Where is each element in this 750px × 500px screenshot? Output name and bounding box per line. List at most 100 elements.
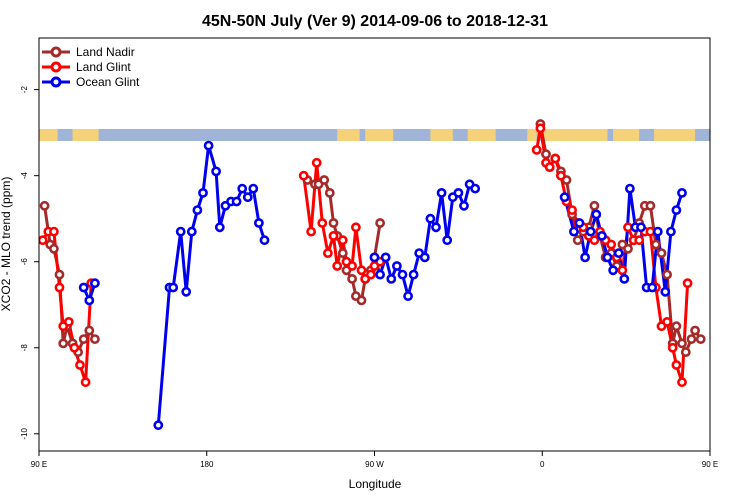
legend-item-ocean-glint: Ocean Glint — [42, 75, 140, 89]
data-point-land-glint — [311, 157, 322, 168]
data-point-ocean-glint — [237, 183, 248, 194]
series-line-land-glint — [41, 230, 93, 384]
data-point-ocean-glint — [186, 226, 197, 237]
data-point-land-glint — [75, 360, 85, 370]
strip-ocean-band — [452, 129, 468, 141]
legend-swatch-marker — [50, 46, 62, 58]
data-point-ocean-glint — [425, 213, 436, 224]
data-point-ocean-glint — [660, 286, 671, 297]
data-point-ocean-glint — [375, 269, 385, 280]
legend-label: Land Nadir — [76, 45, 135, 59]
data-point-land-glint — [356, 265, 367, 276]
data-point-ocean-glint — [453, 187, 464, 198]
data-point-ocean-glint — [84, 295, 95, 306]
data-point-land-glint — [544, 162, 555, 172]
x-axis-title: Longitude — [349, 477, 402, 491]
strip-ocean-band — [359, 129, 366, 141]
data-point-land-nadir — [78, 334, 89, 344]
x-tick-label: 90 E — [702, 460, 718, 469]
data-point-land-nadir — [337, 248, 348, 258]
data-point-land-nadir — [645, 200, 656, 211]
data-point-land-nadir — [572, 235, 583, 246]
data-point-land-glint — [63, 316, 74, 327]
data-point-ocean-glint — [559, 192, 570, 203]
data-point-land-glint — [662, 316, 672, 327]
data-point-ocean-glint — [419, 252, 430, 263]
data-point-land-glint — [634, 235, 645, 246]
data-point-land-glint — [531, 144, 542, 155]
data-point-ocean-glint — [625, 183, 635, 194]
data-point-land-nadir — [49, 243, 59, 254]
data-point-ocean-glint — [153, 420, 164, 431]
data-point-ocean-glint — [175, 226, 186, 237]
x-tick-label: 90 E — [31, 460, 47, 469]
data-point-land-nadir — [39, 200, 50, 211]
data-point-ocean-glint — [231, 196, 242, 207]
data-point-land-glint — [667, 342, 678, 353]
data-point-land-nadir — [662, 269, 672, 280]
data-point-land-glint — [606, 239, 617, 250]
legend: Land Nadir Land Glint Ocean Glint — [42, 45, 140, 89]
legend-item-land-glint: Land Glint — [42, 60, 131, 74]
data-point-land-nadir — [656, 248, 667, 258]
strip-ocean-band — [57, 129, 73, 141]
data-point-ocean-glint — [619, 273, 630, 284]
data-point-land-glint — [567, 205, 577, 215]
data-point-land-nadir — [680, 347, 691, 357]
data-point-land-glint — [54, 282, 65, 293]
data-point-ocean-glint — [459, 200, 469, 211]
data-point-ocean-glint — [198, 187, 208, 198]
data-point-ocean-glint — [602, 252, 613, 263]
legend-swatch-marker — [50, 76, 62, 88]
x-tick-label: 90 W — [365, 460, 384, 469]
strip-ocean-band — [393, 129, 431, 141]
data-point-ocean-glint — [580, 252, 590, 263]
y-tick-label: -10 — [20, 427, 29, 439]
x-tick-label: 180 — [200, 460, 214, 469]
data-point-ocean-glint — [436, 187, 447, 198]
plot-frame — [38, 37, 711, 452]
data-point-land-glint — [617, 265, 628, 276]
data-point-ocean-glint — [168, 282, 179, 293]
data-point-ocean-glint — [647, 282, 658, 293]
chart-title: 45N-50N July (Ver 9) 2014-09-06 to 2018-… — [202, 13, 548, 30]
data-point-ocean-glint — [677, 187, 687, 198]
data-point-land-nadir — [347, 273, 357, 284]
data-point-land-glint — [682, 278, 693, 289]
data-point-land-glint — [589, 235, 600, 246]
data-point-land-glint — [677, 377, 687, 388]
data-point-ocean-glint — [90, 278, 100, 289]
data-point-land-nadir — [319, 175, 330, 185]
data-point-ocean-glint — [203, 140, 214, 151]
data-point-land-glint — [332, 261, 343, 271]
data-point-land-nadir — [690, 325, 700, 336]
data-point-land-nadir — [328, 218, 339, 228]
data-point-ocean-glint — [442, 235, 453, 246]
data-point-land-nadir — [686, 334, 697, 344]
legend-item-land-nadir: Land Nadir — [42, 45, 135, 59]
data-point-ocean-glint — [666, 226, 676, 237]
data-point-land-glint — [337, 235, 348, 246]
legend-swatch-marker — [50, 61, 62, 73]
data-point-ocean-glint — [192, 205, 203, 215]
surface-type-strip — [39, 129, 710, 141]
strip-ocean-band — [607, 129, 614, 141]
data-point-ocean-glint — [386, 273, 397, 284]
data-point-land-glint — [39, 235, 48, 246]
data-point-ocean-glint — [380, 252, 391, 263]
data-point-land-glint — [365, 269, 376, 280]
data-point-land-nadir — [90, 334, 100, 344]
data-point-ocean-glint — [671, 205, 682, 215]
data-point-land-glint — [550, 153, 561, 164]
data-point-land-nadir — [589, 200, 600, 211]
data-point-land-glint — [322, 248, 333, 258]
y-tick-label: -6 — [20, 258, 29, 266]
y-tick-label: -4 — [20, 172, 29, 180]
data-point-ocean-glint — [408, 269, 419, 280]
data-point-ocean-glint — [259, 235, 270, 246]
strip-ocean-band — [639, 129, 655, 141]
data-point-ocean-glint — [403, 291, 413, 301]
y-tick-label: -8 — [20, 344, 29, 352]
data-point-land-nadir — [356, 295, 367, 306]
